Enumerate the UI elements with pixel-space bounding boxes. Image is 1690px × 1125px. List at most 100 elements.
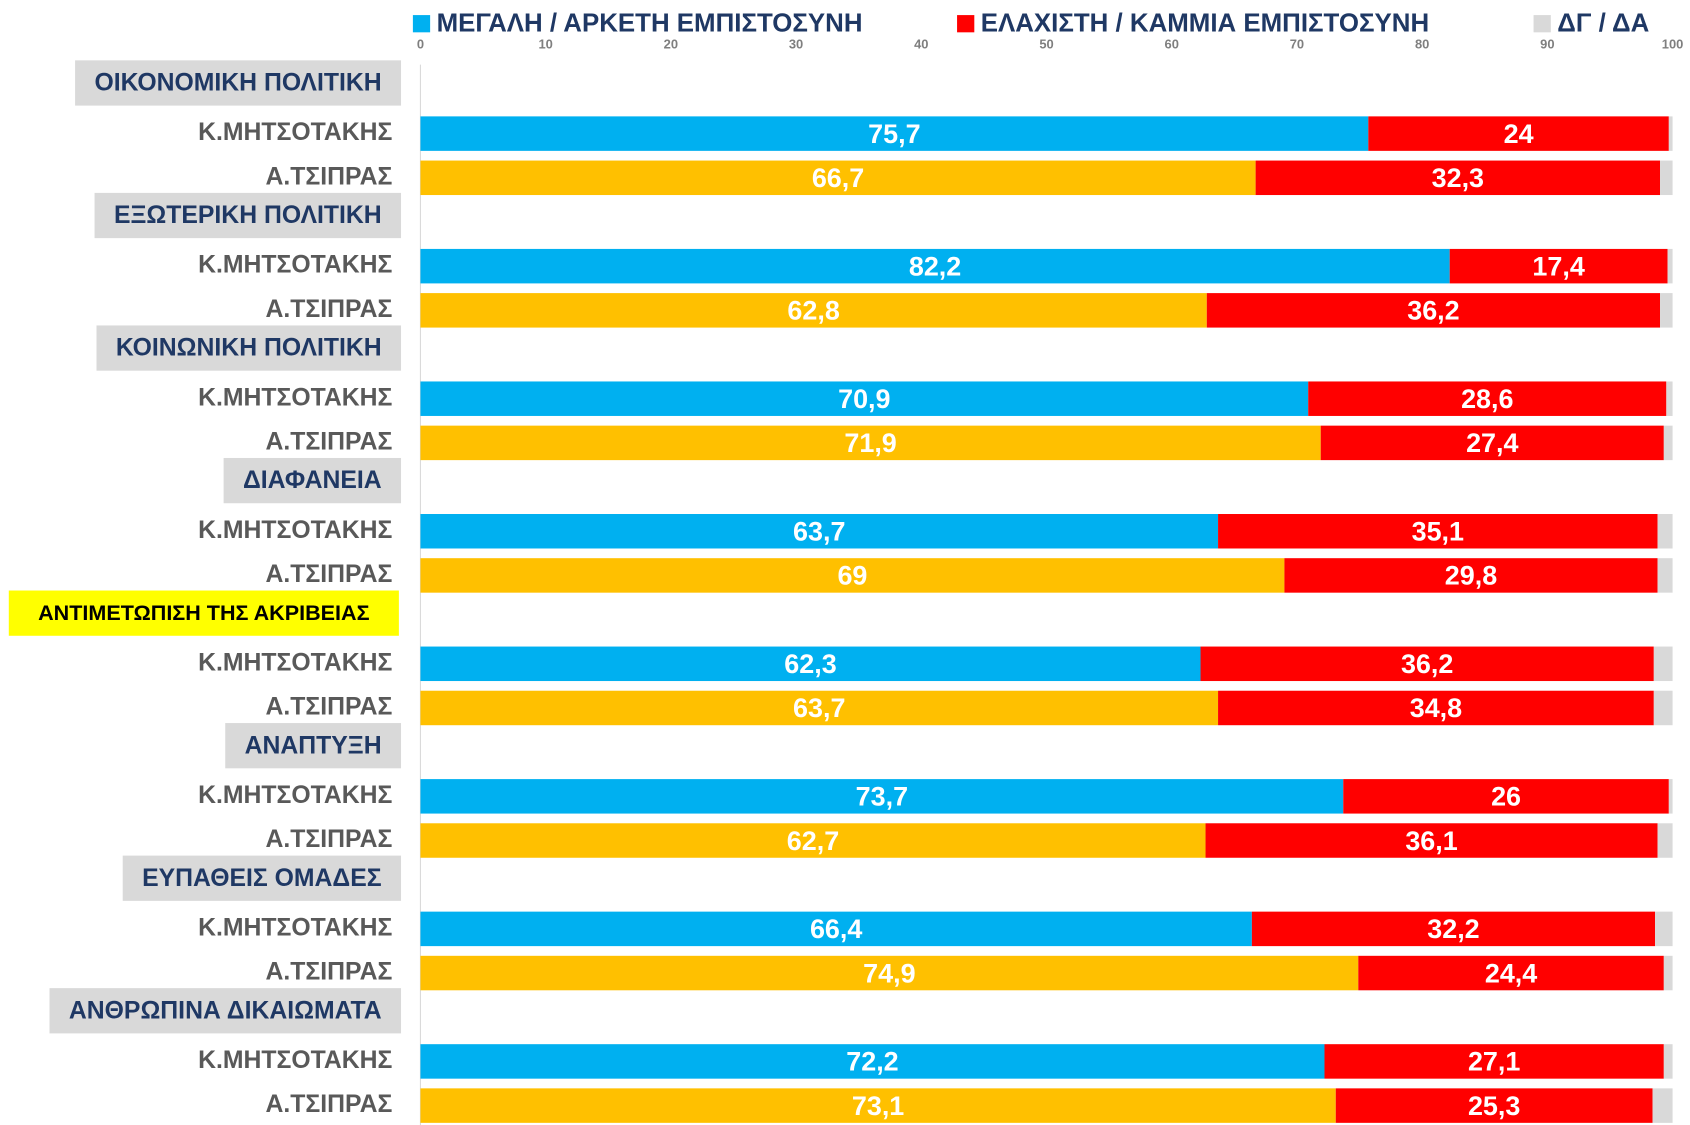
group-header: ΑΝΤΙΜΕΤΩΠΙΣΗ ΤΗΣ ΑΚΡΙΒΕΙΑΣ xyxy=(38,600,369,625)
bar-segment xyxy=(1358,955,1664,991)
value-label: 63,7 xyxy=(793,517,845,547)
value-label: 82,2 xyxy=(909,251,961,281)
category-label: Α.ΤΣΙΠΡΑΣ xyxy=(265,296,392,323)
value-label: 36,1 xyxy=(1405,826,1457,856)
value-label: 36,2 xyxy=(1401,649,1453,679)
bar-segment xyxy=(420,1044,1325,1079)
bar-segment xyxy=(1667,248,1673,284)
value-label: 36,2 xyxy=(1407,296,1459,326)
legend-swatch xyxy=(957,15,975,33)
value-label: 66,7 xyxy=(812,163,864,193)
group-header-box xyxy=(96,325,402,371)
bar-segment xyxy=(420,248,1450,284)
bar-segment xyxy=(1449,248,1668,284)
category-label: Α.ΤΣΙΠΡΑΣ xyxy=(265,561,392,588)
group-header-box xyxy=(122,855,402,901)
value-label: 24 xyxy=(1504,119,1534,149)
bar-segment xyxy=(1668,779,1673,814)
bar-segment xyxy=(420,558,1285,593)
x-tick-label: 100 xyxy=(1662,37,1684,52)
category-label: Κ.ΜΗΤΣΟΤΑΚΗΣ xyxy=(198,1047,392,1074)
value-label: 35,1 xyxy=(1412,517,1464,547)
value-label: 27,4 xyxy=(1466,428,1518,458)
x-tick-label: 60 xyxy=(1165,37,1179,52)
group-header-box xyxy=(223,457,402,504)
bar-segment xyxy=(1218,514,1658,549)
group-header: ΕΥΠΑΘΕΙΣ ΟΜΑΔΕΣ xyxy=(142,865,382,892)
value-label: 26 xyxy=(1491,782,1521,812)
bar-segment xyxy=(420,779,1344,814)
bar-segment xyxy=(1200,646,1654,682)
bar-segment xyxy=(1324,1044,1664,1079)
value-label: 73,7 xyxy=(856,782,908,812)
bar-segment xyxy=(420,955,1359,991)
bar-segment xyxy=(1335,1088,1653,1123)
x-tick-label: 20 xyxy=(664,37,678,52)
group-header-box xyxy=(94,192,402,239)
bar-segment xyxy=(420,514,1219,549)
bar-segment xyxy=(1206,293,1661,328)
x-tick-label: 0 xyxy=(417,37,424,52)
bar-segment xyxy=(1251,911,1656,947)
bar-segment xyxy=(1652,1088,1673,1123)
category-label: Κ.ΜΗΤΣΟΤΑΚΗΣ xyxy=(198,517,392,544)
bar-segment xyxy=(1308,381,1667,416)
bar-segment xyxy=(1657,558,1673,593)
category-label: Α.ΤΣΙΠΡΑΣ xyxy=(265,1091,392,1118)
bar-segment xyxy=(420,381,1309,416)
category-label: Κ.ΜΗΤΣΟΤΑΚΗΣ xyxy=(198,384,392,411)
value-label: 75,7 xyxy=(868,119,920,149)
bar-segment xyxy=(420,690,1219,726)
group-header: ΕΞΩΤΕΡΙΚΗ ΠΟΛΙΤΙΚΗ xyxy=(114,202,382,229)
bar-segment xyxy=(420,646,1201,682)
value-label: 72,2 xyxy=(846,1047,898,1077)
value-label: 62,7 xyxy=(787,826,839,856)
x-tick-label: 90 xyxy=(1540,37,1554,52)
value-label: 29,8 xyxy=(1445,561,1497,591)
bar-segment xyxy=(1657,514,1673,549)
value-label: 63,7 xyxy=(793,693,845,723)
bar-segment xyxy=(1660,293,1673,328)
bar-segment xyxy=(420,160,1256,196)
x-tick-label: 30 xyxy=(789,37,803,52)
category-label: Κ.ΜΗΤΣΟΤΑΚΗΣ xyxy=(198,914,392,941)
bar-segment xyxy=(420,823,1206,858)
category-label: Κ.ΜΗΤΣΟΤΑΚΗΣ xyxy=(198,649,392,676)
value-label: 25,3 xyxy=(1468,1091,1520,1121)
legend-label: ΕΛΑΧΙΣΤΗ / ΚΑΜΜΙΑ ΕΜΠΙΣΤΟΣΥΝΗ xyxy=(981,10,1429,38)
bar-segment xyxy=(1653,646,1673,682)
legend-swatch xyxy=(412,15,431,33)
value-label: 28,6 xyxy=(1461,384,1513,414)
bar-segment xyxy=(1655,911,1673,947)
value-label: 32,3 xyxy=(1432,163,1484,193)
value-label: 62,8 xyxy=(787,296,839,326)
bar-segment xyxy=(1666,381,1673,416)
legend-label: ΜΕΓΑΛΗ / ΑΡΚΕΤΗ ΕΜΠΙΣΤΟΣΥΝΗ xyxy=(437,10,863,38)
category-label: Α.ΤΣΙΠΡΑΣ xyxy=(265,959,392,986)
bar-segment xyxy=(1663,955,1673,991)
category-label: Α.ΤΣΙΠΡΑΣ xyxy=(265,826,392,853)
bar-segment xyxy=(1218,690,1654,726)
value-label: 32,2 xyxy=(1427,914,1479,944)
x-tick-label: 70 xyxy=(1290,37,1304,52)
group-header-box xyxy=(75,60,402,106)
value-label: 66,4 xyxy=(810,914,862,944)
group-header: ΟΙΚΟΝΟΜΙΚΗ ΠΟΛΙΤΙΚΗ xyxy=(94,70,381,97)
category-label: Α.ΤΣΙΠΡΑΣ xyxy=(265,428,392,455)
category-label: Κ.ΜΗΤΣΟΤΑΚΗΣ xyxy=(198,782,392,809)
value-label: 71,9 xyxy=(844,428,896,458)
bar-segment xyxy=(1660,160,1673,196)
bar-segment xyxy=(1284,558,1658,593)
bar-segment xyxy=(1657,823,1673,858)
category-label: Α.ΤΣΙΠΡΑΣ xyxy=(265,163,392,190)
category-label: Α.ΤΣΙΠΡΑΣ xyxy=(265,694,392,721)
x-tick-label: 80 xyxy=(1415,37,1429,52)
legend-label: ΔΓ / ΔΑ xyxy=(1557,10,1649,38)
bar-segment xyxy=(1205,823,1658,858)
legend-swatch xyxy=(1533,15,1551,33)
group-header-box xyxy=(49,988,402,1034)
value-label: 27,1 xyxy=(1468,1047,1520,1077)
x-tick-label: 50 xyxy=(1039,37,1053,52)
bar-segment xyxy=(420,1088,1336,1123)
group-header: ΔΙΑΦΑΝΕΙΑ xyxy=(243,467,382,494)
